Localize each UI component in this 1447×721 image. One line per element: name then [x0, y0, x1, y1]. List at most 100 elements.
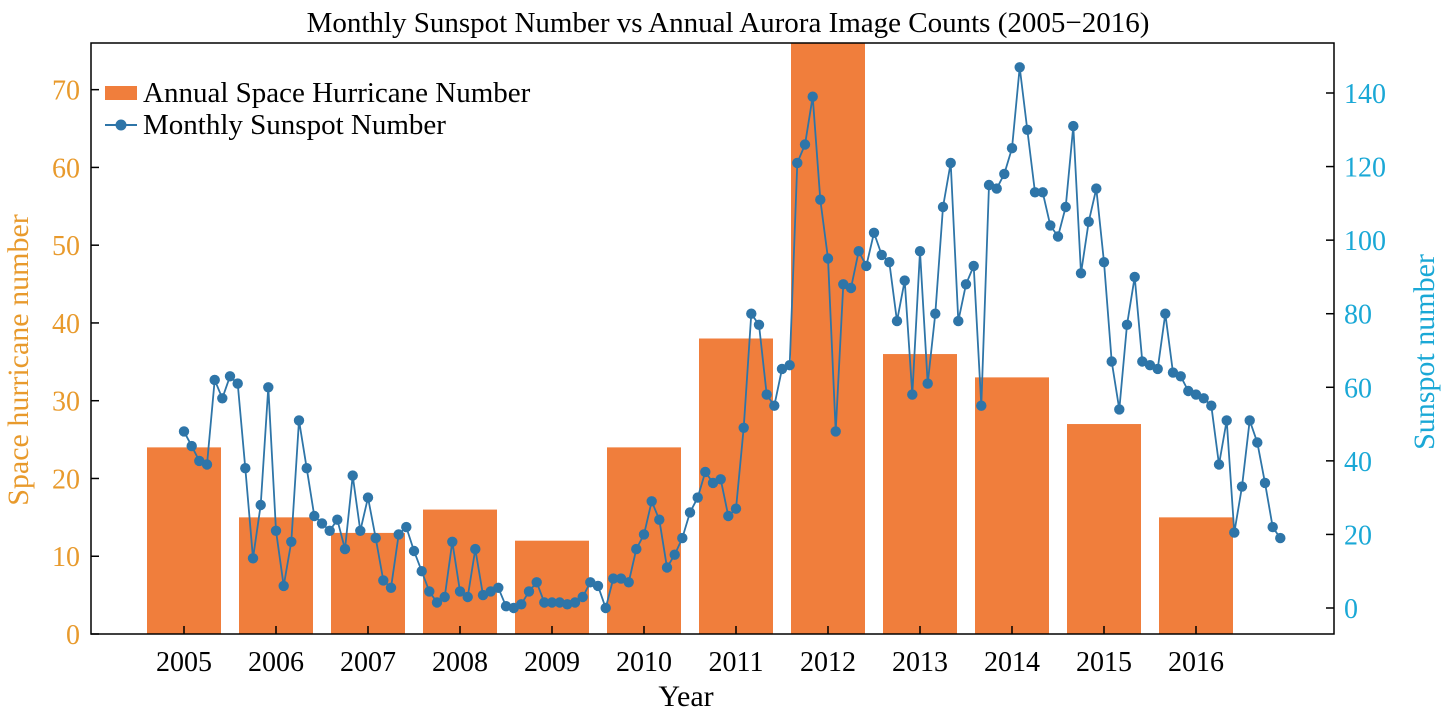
sunspot-point: [661, 562, 673, 573]
x-axis: 2005 2006 2007 2008 2009 2010 2011 2012 2013 2014…: [156, 626, 1224, 678]
sunspot-point: [730, 503, 742, 514]
sunspot-point: [1167, 367, 1179, 378]
sunspot-point: [546, 597, 558, 608]
sunspot-point: [1060, 201, 1071, 213]
sunspot-point: [769, 400, 780, 411]
sunspot-point: [401, 521, 412, 533]
sunspot-point: [815, 194, 826, 205]
sunspot-point: [301, 463, 312, 474]
sunspot-point: [776, 363, 788, 375]
sunspot-point: [953, 315, 964, 327]
sunspot-point: [439, 591, 450, 603]
right-y-tick-label: 80: [1344, 300, 1372, 331]
sunspot-point: [539, 597, 550, 608]
x-tick-label: 2015: [1076, 647, 1132, 678]
sunspot-point: [1114, 404, 1125, 415]
right-y-axis-label: Sunspot number: [1408, 254, 1441, 450]
bar-2014: [975, 377, 1049, 634]
sunspot-point: [999, 168, 1010, 180]
sunspot-point: [1229, 527, 1240, 538]
sunspot-point: [968, 260, 979, 272]
left-y-tick-label: 40: [52, 309, 80, 340]
sunspot-point: [1275, 532, 1286, 544]
sunspot-point: [830, 426, 841, 437]
sunspot-point: [646, 496, 657, 507]
sunspot-point: [1236, 481, 1248, 492]
x-tick-label: 2007: [340, 647, 396, 678]
bar-2005: [147, 447, 221, 634]
sunspot-point: [1206, 400, 1217, 411]
legend-bar-label: Annual Space Hurricane Number: [143, 77, 531, 109]
sunspot-point: [623, 577, 634, 588]
x-tick-label: 2013: [892, 647, 948, 678]
sunspot-point: [1221, 415, 1232, 426]
left-y-tick-label: 60: [52, 153, 80, 184]
bar-2012: [791, 43, 865, 634]
sunspot-point: [1198, 393, 1209, 404]
sunspot-point: [945, 157, 956, 169]
sunspot-point: [592, 580, 604, 592]
sunspot-point: [523, 586, 535, 597]
sunspot-point: [1137, 356, 1148, 367]
sunspot-point: [930, 308, 941, 319]
sunspot-point: [1083, 216, 1094, 227]
sunspot-point: [838, 279, 849, 290]
left-y-axis: 0 10 20 30 40 50 60 70: [52, 76, 99, 651]
bar-2010: [607, 447, 681, 634]
sunspot-point: [1068, 120, 1079, 132]
x-tick-label: 2006: [248, 647, 304, 678]
sunspot-point: [370, 532, 381, 544]
sunspot-point: [477, 589, 489, 601]
sunspot-point: [516, 599, 527, 610]
left-y-tick-label: 30: [52, 387, 80, 418]
sunspot-point: [240, 463, 251, 474]
sunspot-point: [669, 549, 680, 560]
sunspot-point: [677, 532, 688, 544]
right-y-tick-label: 0: [1344, 594, 1358, 625]
sunspot-point: [738, 422, 749, 433]
sunspot-point: [799, 139, 811, 150]
sunspot-point: [201, 459, 213, 470]
sunspot-point: [454, 586, 466, 597]
sunspot-point: [1106, 356, 1117, 367]
sunspot-point: [393, 529, 404, 540]
sunspot-point: [1213, 459, 1225, 470]
sunspot-point: [1259, 477, 1271, 489]
sunspot-point: [178, 426, 190, 437]
right-y-tick-label: 140: [1344, 79, 1386, 110]
left-y-tick-label: 10: [52, 542, 80, 573]
sunspot-point: [822, 253, 834, 264]
sunspot-point: [792, 157, 803, 169]
x-tick-label: 2005: [156, 647, 212, 678]
right-y-tick-label: 60: [1344, 373, 1372, 404]
sunspot-point: [286, 536, 297, 547]
sunspot-point: [608, 573, 619, 584]
sunspot-point: [684, 507, 696, 518]
sunspot-point: [209, 374, 220, 386]
right-y-tick-label: 120: [1344, 153, 1386, 184]
bar-2016: [1159, 517, 1233, 634]
sunspot-point: [232, 378, 243, 389]
sunspot-point: [868, 227, 880, 238]
legend-bar-swatch: [105, 86, 137, 100]
sunspot-point: [914, 246, 926, 257]
sunspot-point: [1091, 183, 1102, 194]
sunspot-point: [976, 400, 987, 411]
sunspot-point: [891, 315, 903, 327]
sunspot-point: [309, 510, 320, 522]
bar-2008: [423, 509, 497, 634]
sunspot-point: [922, 378, 933, 389]
sunspot-line: [183, 67, 1282, 612]
right-y-tick-label: 100: [1344, 226, 1386, 257]
sunspot-point: [224, 371, 236, 382]
x-tick-label: 2008: [432, 647, 488, 678]
sunspot-point: [217, 393, 228, 404]
left-y-tick-label: 70: [52, 76, 80, 107]
sunspot-point: [416, 566, 427, 577]
x-tick-label: 2012: [800, 647, 856, 678]
sunspot-point: [899, 275, 910, 286]
sunspot-point: [569, 597, 581, 608]
right-y-tick-label: 20: [1344, 520, 1372, 551]
sunspot-point: [991, 183, 1002, 194]
sunspot-point: [615, 573, 627, 584]
